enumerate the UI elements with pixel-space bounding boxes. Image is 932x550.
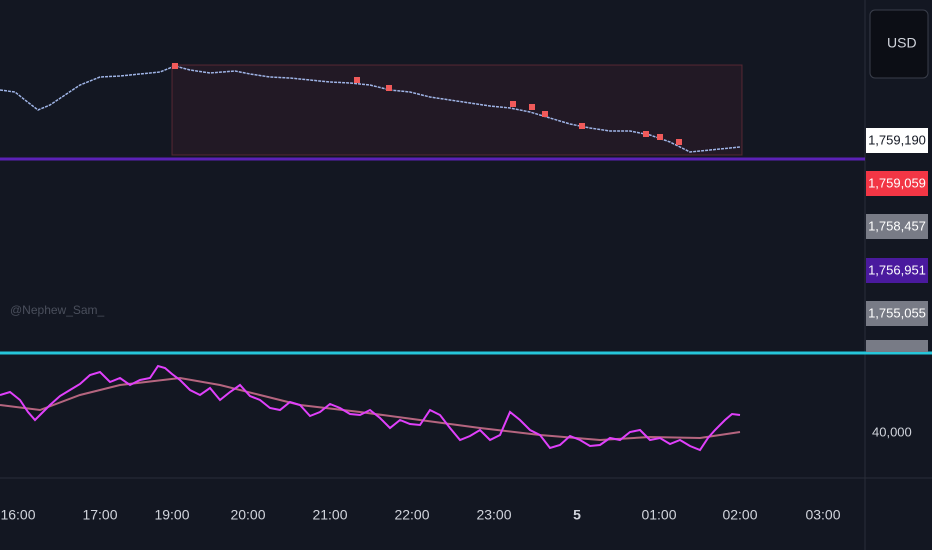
time-label: 21:00 [312,507,347,523]
time-label: 19:00 [154,507,189,523]
time-label: 01:00 [641,507,676,523]
signal [579,123,585,129]
time-label: 02:00 [722,507,757,523]
price-tag [866,301,928,326]
price-tag [866,171,928,196]
signal [542,111,548,117]
time-label: 5 [573,507,581,523]
time-label: 22:00 [394,507,429,523]
price-tag-label: 1,759,059 [868,175,926,190]
currency-label[interactable]: USD [887,35,917,51]
time-label: 03:00 [805,507,840,523]
price-tag-label: 1,756,951 [868,262,926,277]
price-tag [866,128,928,153]
price-line [0,65,741,153]
price-tag-label: 1,759,190 [868,132,926,147]
indicator-average [0,376,741,442]
time-axis: 16:00 17:00 19:00 20:00 21:00 22:00 23:00 5 01:0… [0,507,840,523]
price-tag-partial [866,340,928,352]
currency-button[interactable] [869,9,929,79]
price-tag-label: 1,755,055 [868,305,926,320]
indicator-axis-label: 40,000 [872,424,912,439]
price-tag [866,214,928,239]
signal [354,77,360,83]
indicator-line [0,364,741,452]
signal [657,134,663,140]
signal [676,139,682,145]
range-box [171,64,743,156]
time-label: 17:00 [82,507,117,523]
signal [172,63,178,69]
signal [529,104,535,110]
signal [643,131,649,137]
time-label: 23:00 [476,507,511,523]
price-tag-label: 1,758,457 [868,218,926,233]
time-label: 16:00 [0,507,35,523]
time-label: 20:00 [230,507,265,523]
signal [386,85,392,91]
signal-markers [172,63,682,145]
signal [510,101,516,107]
price-tag [866,258,928,283]
watermark: @Nephew_Sam_ [10,303,105,317]
